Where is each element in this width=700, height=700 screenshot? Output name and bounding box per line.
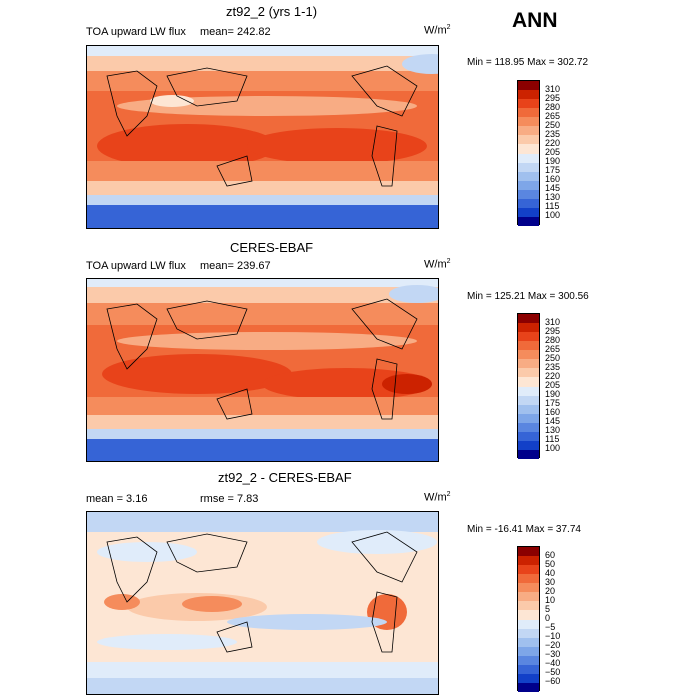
panel-2-map (86, 278, 439, 462)
panel-3-title: zt92_2 - CERES-EBAF (218, 470, 352, 485)
panel-2-variable: TOA upward LW flux (86, 260, 186, 272)
panel-1-cbar-label-6: 220 (545, 138, 561, 148)
panel-1-cbar-label-8: 190 (545, 156, 561, 166)
panel-1-cbar-label-13: 115 (545, 201, 560, 211)
panel-1-mean: mean= 242.82 (200, 26, 271, 38)
panel-2-cbar-label-7: 205 (545, 380, 561, 390)
panel-3-cbar-label-12: −40 (545, 658, 561, 668)
panel-1-cbar-label-10: 160 (545, 174, 561, 184)
panel-3-units: W/m2 (424, 491, 451, 504)
panel-2-cbar-label-3: 265 (545, 344, 561, 354)
panel-2-cbar-label-14: 100 (545, 443, 561, 453)
panel-2-minmax: Min = 125.21 Max = 300.56 (467, 291, 589, 302)
panel-2-cbar-label-11: 145 (545, 416, 561, 426)
panel-1-cbar-label-7: 205 (545, 147, 561, 157)
panel-3-mean: mean = 3.16 (86, 493, 148, 505)
panel-2-cbar-label-5: 235 (545, 362, 561, 372)
panel-2-cbar-label-10: 160 (545, 407, 561, 417)
panel-3-cbar-label-2: 40 (545, 568, 556, 578)
panel-1-cbar-label-14: 100 (545, 210, 561, 220)
panel-3-cbar-label-1: 50 (545, 559, 556, 569)
panel-3-cbar-label-3: 30 (545, 577, 556, 587)
panel-3-cbar-label-0: 60 (545, 550, 556, 560)
panel-3-cbar-label-9: −10 (545, 631, 561, 641)
panel-2-cbar-label-12: 130 (545, 425, 561, 435)
panel-3-cbar-label-14: −60 (545, 676, 561, 686)
panel-2-mean: mean= 239.67 (200, 260, 271, 272)
panel-2-cbar-label-1: 295 (545, 326, 561, 336)
panel-3-cbar-label-13: −50 (545, 667, 561, 677)
panel-3-cbar-label-6: 5 (545, 604, 551, 614)
panel-1-cbar-label-4: 250 (545, 120, 561, 130)
season-label: ANN (512, 9, 558, 32)
panel-1-cbar-label-3: 265 (545, 111, 561, 121)
panel-1-map-svg (87, 46, 438, 228)
panel-2-cbar-label-2: 280 (545, 335, 561, 345)
panel-3-map-svg (87, 512, 438, 694)
panel-1-units: W/m2 (424, 24, 451, 37)
panel-3-cbar-label-11: −30 (545, 649, 561, 659)
panel-1-variable: TOA upward LW flux (86, 26, 186, 38)
panel-1-cbar-label-12: 130 (545, 192, 561, 202)
panel-3-minmax: Min = -16.41 Max = 37.74 (467, 524, 581, 535)
panel-1-cbar-label-2: 280 (545, 102, 561, 112)
panel-1-cbar-label-9: 175 (545, 165, 561, 175)
panel-2-colorbar (517, 313, 540, 459)
panel-1-cbar-label-0: 310 (545, 84, 561, 94)
panel-2-map-svg (87, 279, 438, 461)
panel-3-cbar-label-8: −5 (545, 622, 556, 632)
panel-2-title: CERES-EBAF (230, 240, 314, 255)
panel-3-cbar-label-7: 0 (545, 613, 551, 623)
panel-2-cbar-label-9: 175 (545, 398, 561, 408)
panel-3-colorbar (517, 546, 540, 692)
panel-2-cbar-label-4: 250 (545, 353, 561, 363)
panel-1-cbar-label-5: 235 (545, 129, 561, 139)
panel-3-cbar-label-5: 10 (545, 595, 556, 605)
panel-1-minmax: Min = 118.95 Max = 302.72 (467, 57, 589, 68)
panel-3-cbar-label-10: −20 (545, 640, 561, 650)
panel-2-cbar-label-0: 310 (545, 317, 561, 327)
panel-3-map (86, 511, 439, 695)
panel-3-rmse: rmse = 7.83 (200, 493, 259, 505)
panel-1-map (86, 45, 439, 229)
panel-1-colorbar (517, 80, 540, 226)
panel-2-cbar-label-8: 190 (545, 389, 561, 399)
panel-2-cbar-label-13: 115 (545, 434, 560, 444)
panel-2-cbar-label-6: 220 (545, 371, 561, 381)
panel-3-cbar-label-4: 20 (545, 586, 556, 596)
panel-1-cbar-label-11: 145 (545, 183, 561, 193)
panel-1-cbar-label-1: 295 (545, 93, 561, 103)
panel-1-title: zt92_2 (yrs 1-1) (226, 4, 318, 19)
panel-2-units: W/m2 (424, 258, 451, 271)
